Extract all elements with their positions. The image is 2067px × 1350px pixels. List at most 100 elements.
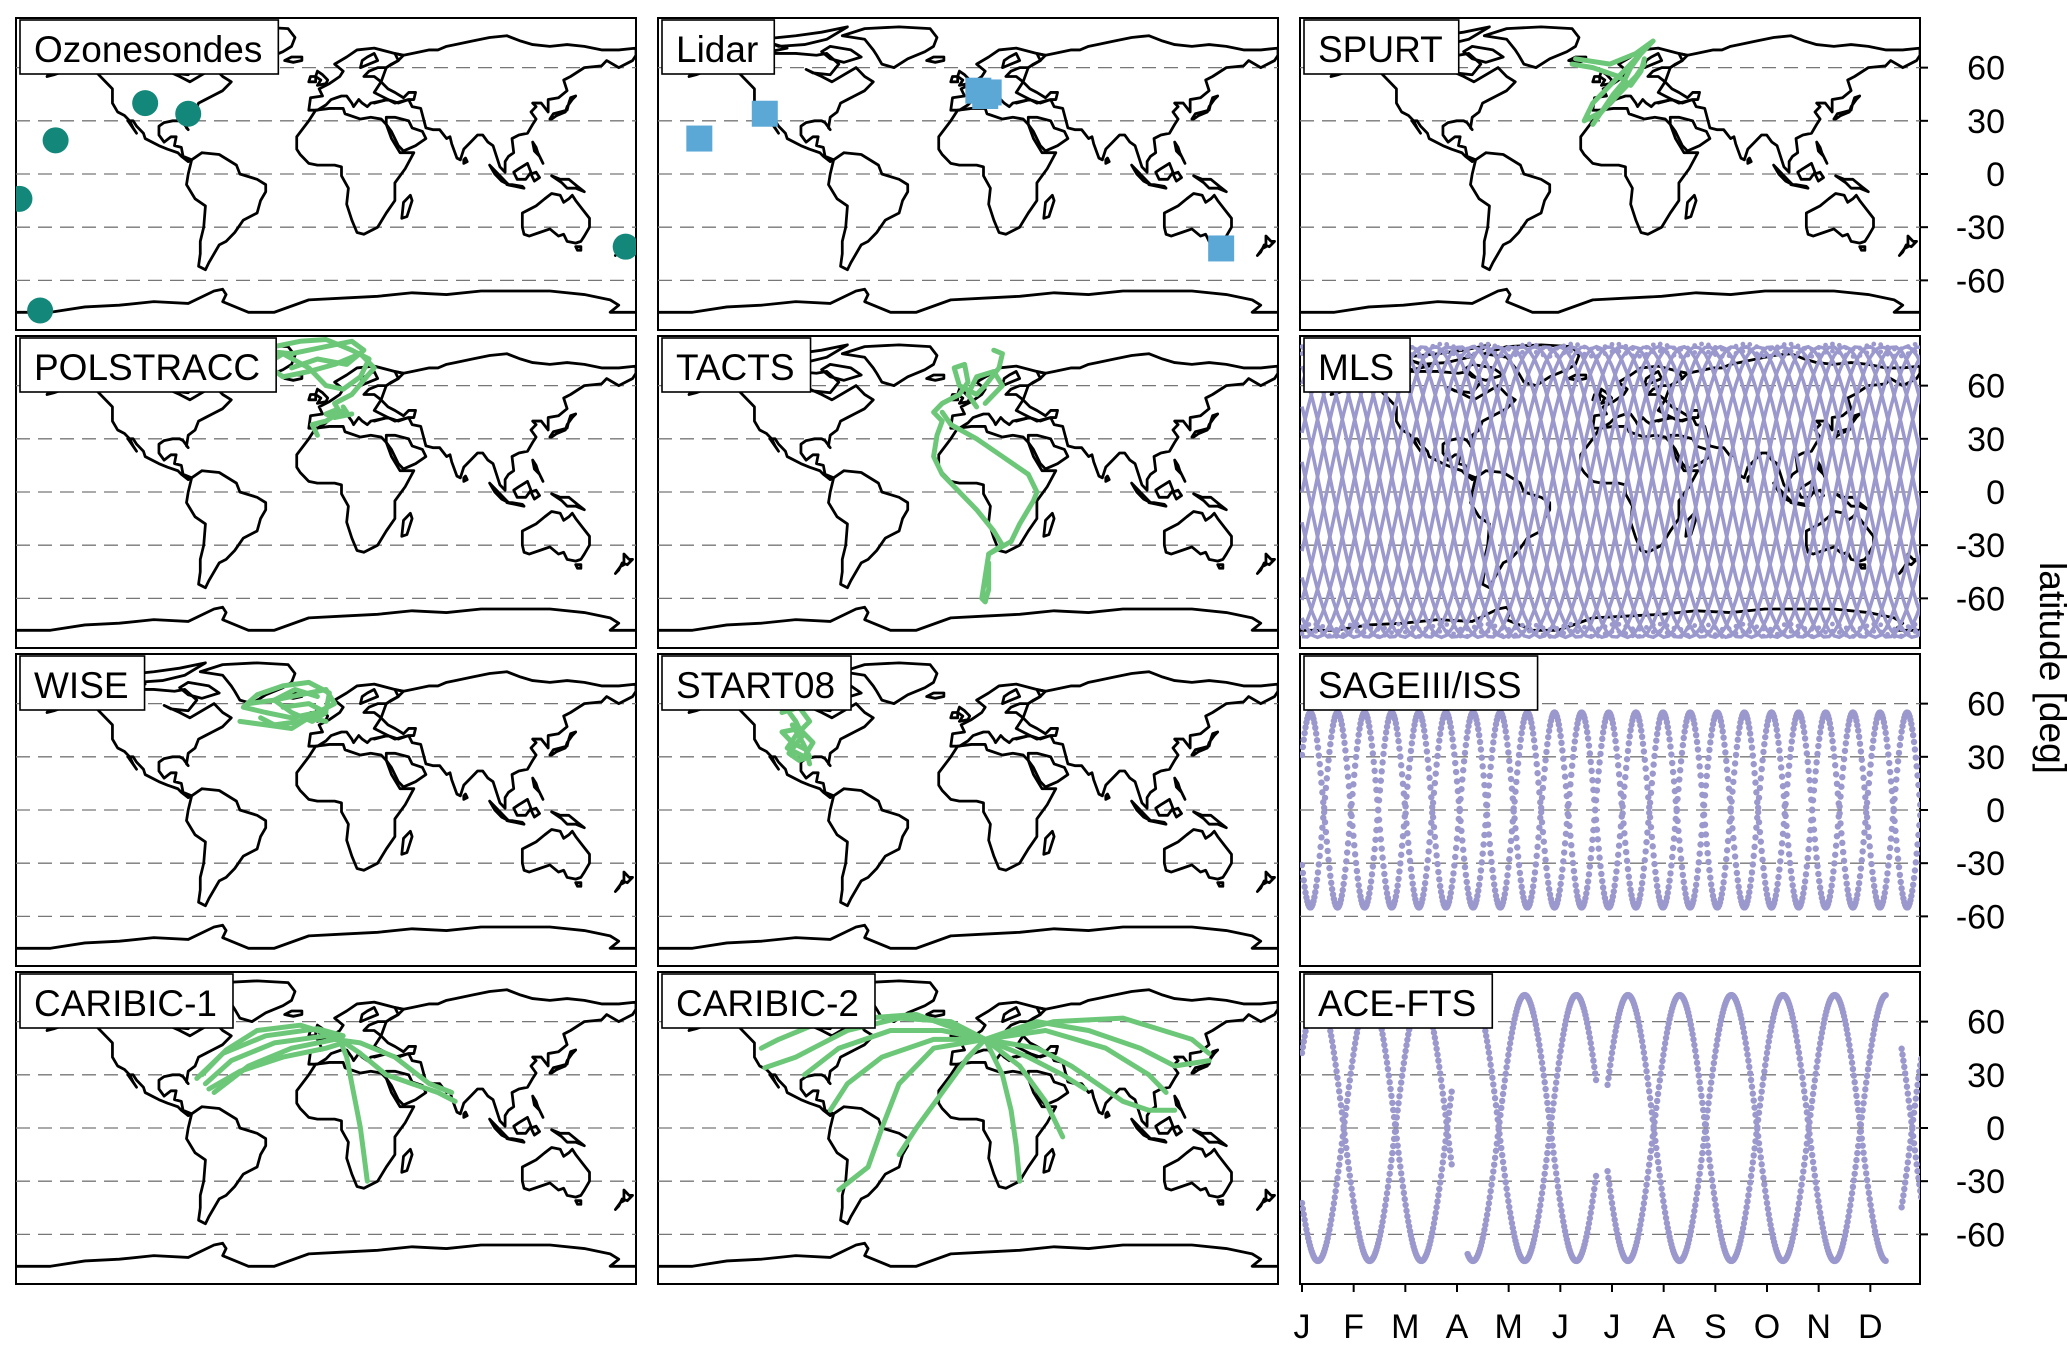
occultation-sample xyxy=(1553,1079,1560,1086)
occultation-sample xyxy=(1783,822,1790,830)
polar-sample xyxy=(1520,349,1525,355)
occultation-sample xyxy=(1886,844,1894,852)
occultation-sample xyxy=(1895,749,1903,757)
occultation-sample xyxy=(1625,740,1633,747)
occultation-sample xyxy=(1693,738,1701,746)
polar-sample xyxy=(1409,345,1415,350)
occultation-sample xyxy=(1562,783,1570,790)
occultation-sample xyxy=(1761,740,1768,748)
occultation-sample xyxy=(1809,797,1817,804)
occultation-sample xyxy=(1728,815,1735,822)
occultation-sample xyxy=(1644,784,1651,791)
occultation-sample xyxy=(1519,724,1526,731)
polar-sample xyxy=(1843,632,1849,638)
occultation-sample xyxy=(1598,742,1605,750)
occultation-sample xyxy=(1344,773,1352,780)
polar-sample xyxy=(1719,353,1725,359)
occultation-sample xyxy=(1708,1170,1715,1177)
occultation-sample xyxy=(1718,722,1726,730)
polar-sample xyxy=(1513,352,1518,358)
polar-sample xyxy=(1575,622,1580,628)
occultation-sample xyxy=(1319,824,1326,831)
occultation-sample xyxy=(1572,882,1579,889)
occultation-sample xyxy=(1705,858,1712,866)
occultation-sample xyxy=(1329,1205,1337,1213)
occultation-sample xyxy=(1454,787,1462,795)
occultation-sample xyxy=(1343,858,1350,865)
occultation-sample xyxy=(1898,728,1905,735)
polar-sample xyxy=(1623,631,1629,636)
occultation-sample xyxy=(1498,1144,1505,1152)
occultation-sample xyxy=(1856,873,1864,880)
occultation-sample xyxy=(1854,722,1861,729)
polar-sample xyxy=(1492,350,1498,356)
occultation-sample xyxy=(1814,1191,1821,1199)
occultation-sample xyxy=(1395,1100,1402,1107)
panel-title-text: SPURT xyxy=(1318,29,1443,70)
occultation-sample xyxy=(1322,784,1330,792)
occultation-sample xyxy=(1447,889,1454,897)
occultation-sample xyxy=(1758,765,1765,773)
station-marker xyxy=(612,233,636,260)
occultation-sample xyxy=(1709,1066,1717,1073)
polar-sample xyxy=(1375,626,1381,632)
occultation-sample xyxy=(1489,1074,1496,1081)
occultation-sample xyxy=(1637,891,1644,898)
occultation-sample xyxy=(1884,870,1891,877)
occultation-sample xyxy=(1506,855,1513,863)
occultation-sample xyxy=(1639,873,1647,880)
occultation-sample xyxy=(1540,775,1547,782)
occultation-sample xyxy=(1859,765,1866,772)
polar-sample xyxy=(1616,629,1622,634)
flight-track xyxy=(982,1019,1212,1069)
occultation-sample xyxy=(1843,880,1850,887)
occultation-sample xyxy=(1858,1114,1865,1121)
occultation-sample xyxy=(1561,840,1569,847)
polar-sample xyxy=(1554,345,1560,351)
occultation-sample xyxy=(1848,1059,1856,1066)
polar-sample xyxy=(1898,633,1904,639)
occultation-sample xyxy=(1761,872,1768,880)
occultation-sample xyxy=(1383,723,1391,730)
occultation-sample xyxy=(1806,777,1813,784)
occultation-sample xyxy=(1646,799,1654,806)
occultation-sample xyxy=(1588,1045,1595,1052)
occultation-sample xyxy=(1680,734,1687,742)
occultation-sample xyxy=(1502,1179,1509,1186)
occultation-sample xyxy=(1340,880,1347,888)
polar-sample xyxy=(1885,351,1890,357)
occultation-sample xyxy=(1809,1090,1817,1098)
occultation-sample xyxy=(1611,731,1618,738)
occultation-sample xyxy=(1353,745,1361,753)
occultation-sample xyxy=(1838,830,1845,837)
lat-tick-label: 0 xyxy=(1986,156,2005,194)
occultation-sample xyxy=(1713,1042,1720,1049)
occultation-sample xyxy=(1668,751,1675,758)
occultation-sample xyxy=(1544,872,1551,880)
occultation-sample xyxy=(1356,725,1363,732)
occultation-sample xyxy=(1863,809,1870,816)
polar-sample xyxy=(1699,621,1704,627)
occultation-sample xyxy=(1691,1041,1698,1049)
occultation-sample xyxy=(1692,1196,1700,1203)
occultation-sample xyxy=(1695,754,1702,761)
occultation-sample xyxy=(1491,1161,1498,1168)
occultation-sample xyxy=(1481,831,1488,839)
occultation-sample xyxy=(1793,1211,1801,1218)
occultation-sample xyxy=(1458,827,1465,835)
occultation-sample xyxy=(1507,775,1515,783)
occultation-sample xyxy=(1708,1176,1716,1184)
occultation-sample xyxy=(1561,773,1569,780)
occultation-sample xyxy=(1405,1031,1412,1038)
occultation-sample xyxy=(1505,1197,1512,1205)
occultation-sample xyxy=(1333,1068,1340,1075)
polar-sample xyxy=(1644,344,1649,350)
occultation-sample xyxy=(1870,730,1878,738)
occultation-sample xyxy=(1914,1081,1920,1089)
occultation-sample xyxy=(1475,881,1483,889)
occultation-sample xyxy=(1569,859,1577,867)
occultation-sample xyxy=(1355,731,1362,738)
occultation-sample xyxy=(1431,1215,1439,1222)
occultation-sample xyxy=(1371,767,1378,775)
occultation-sample xyxy=(1534,1218,1541,1225)
